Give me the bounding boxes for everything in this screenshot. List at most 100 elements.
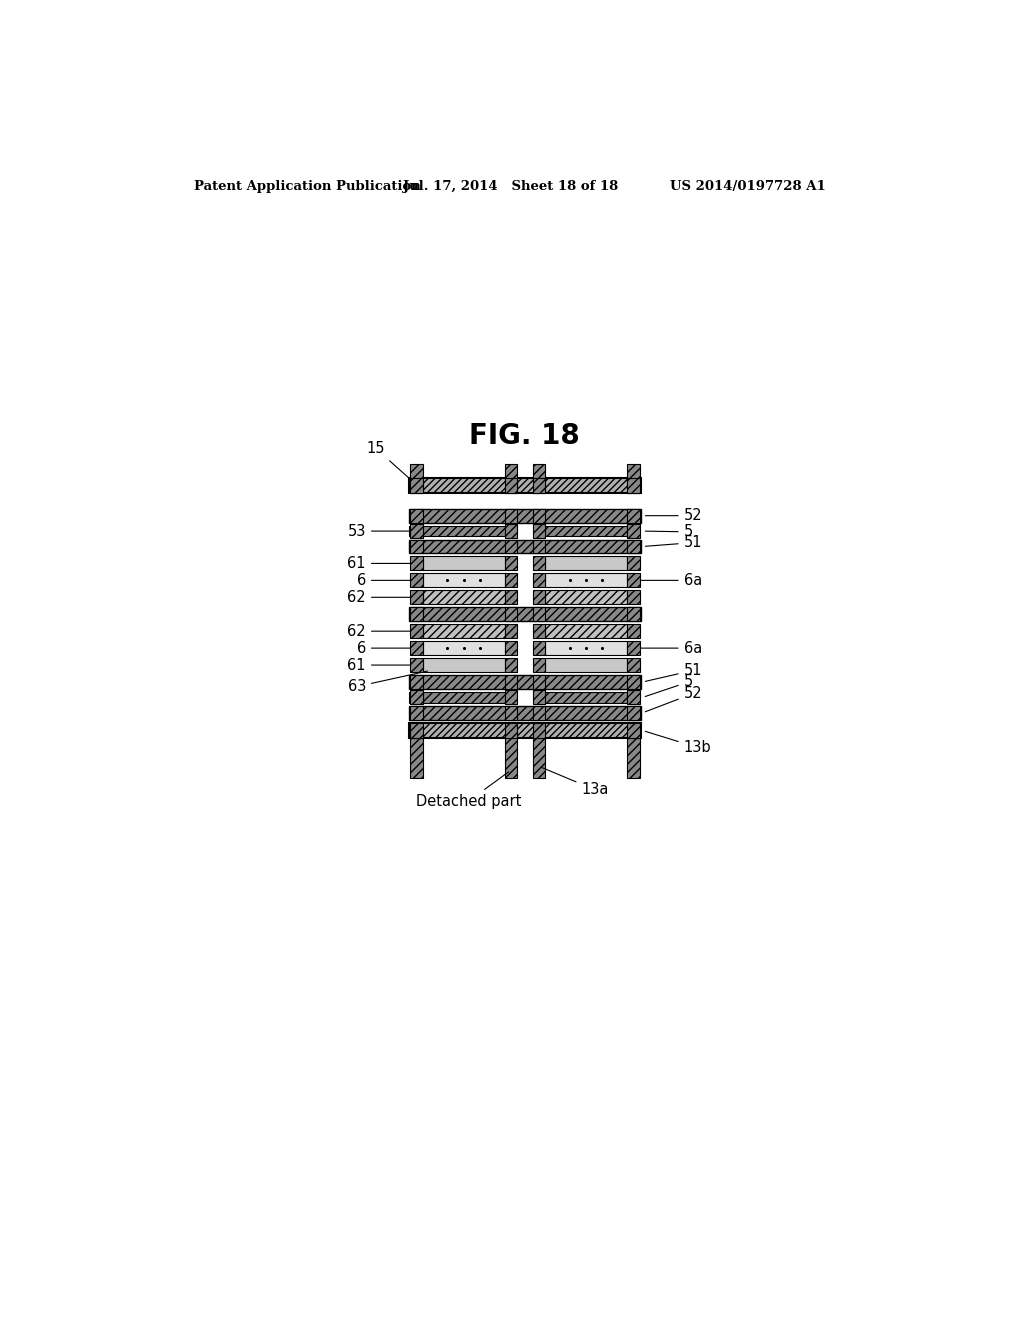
Bar <box>627 573 640 587</box>
Text: 6: 6 <box>356 640 420 656</box>
Bar <box>545 642 627 655</box>
Bar <box>627 690 640 705</box>
Bar <box>505 642 517 655</box>
Bar <box>505 590 517 605</box>
Bar <box>545 525 627 536</box>
Text: 52: 52 <box>645 686 702 711</box>
Bar <box>505 573 517 587</box>
Bar <box>410 642 423 655</box>
Bar <box>532 590 545 605</box>
Bar <box>627 590 640 605</box>
Bar <box>505 706 517 719</box>
Text: 51: 51 <box>645 535 702 550</box>
Bar <box>410 508 423 523</box>
Bar <box>423 590 505 605</box>
Bar <box>545 692 627 702</box>
Bar <box>409 706 641 719</box>
Bar <box>627 738 640 779</box>
Bar <box>410 624 423 638</box>
Bar <box>627 723 640 738</box>
Bar <box>532 573 545 587</box>
Bar <box>532 624 545 638</box>
Bar <box>532 659 545 672</box>
Bar <box>505 465 517 494</box>
Bar <box>505 524 517 539</box>
Bar <box>627 540 640 553</box>
Bar <box>627 706 640 719</box>
Text: 5: 5 <box>645 524 693 540</box>
Bar <box>545 557 627 570</box>
Bar <box>423 525 505 536</box>
Text: 62: 62 <box>347 590 420 605</box>
Bar <box>505 659 517 672</box>
Text: 13a: 13a <box>542 767 608 797</box>
Bar <box>423 692 505 702</box>
Bar <box>532 508 545 523</box>
Bar <box>410 690 423 705</box>
Bar <box>505 723 517 738</box>
Bar <box>627 642 640 655</box>
Bar <box>410 675 423 689</box>
Bar <box>409 675 641 689</box>
Bar <box>505 508 517 523</box>
Bar <box>532 524 545 539</box>
Bar <box>409 508 641 523</box>
Bar <box>532 706 545 719</box>
Bar <box>409 525 410 536</box>
Bar <box>423 642 505 655</box>
Bar <box>532 557 545 570</box>
Bar <box>409 607 641 622</box>
Bar <box>410 557 423 570</box>
Bar <box>627 675 640 689</box>
Bar <box>410 706 423 719</box>
Bar <box>423 624 505 638</box>
Bar <box>409 540 641 553</box>
Bar <box>532 690 545 705</box>
Bar <box>532 723 545 738</box>
Bar <box>505 478 517 494</box>
Bar <box>423 573 505 587</box>
Bar <box>627 659 640 672</box>
Bar <box>410 478 423 494</box>
Text: 61: 61 <box>347 556 420 572</box>
Bar <box>410 723 423 738</box>
Text: 5: 5 <box>645 675 693 697</box>
Text: 6a: 6a <box>630 573 701 587</box>
Bar <box>410 573 423 587</box>
Text: 62: 62 <box>347 623 420 639</box>
Bar <box>409 478 641 494</box>
Text: 6: 6 <box>356 573 420 587</box>
Bar <box>410 607 423 622</box>
Bar <box>532 478 545 494</box>
Bar <box>627 508 640 523</box>
Bar <box>532 607 545 622</box>
Text: 13b: 13b <box>645 731 712 755</box>
Bar <box>505 607 517 622</box>
Bar <box>505 540 517 553</box>
Bar <box>410 465 423 494</box>
Bar <box>545 624 627 638</box>
Bar <box>410 738 423 779</box>
Text: 61: 61 <box>347 657 420 673</box>
Text: 53: 53 <box>347 524 424 539</box>
Bar <box>532 465 545 494</box>
Text: 51: 51 <box>645 663 702 681</box>
Bar <box>545 573 627 587</box>
Bar <box>409 723 641 738</box>
Text: Patent Application Publication: Patent Application Publication <box>194 180 421 193</box>
Text: 52: 52 <box>645 508 702 523</box>
Text: 63: 63 <box>347 671 428 694</box>
Bar <box>409 692 410 702</box>
Bar <box>505 738 517 779</box>
Bar <box>545 590 627 605</box>
Text: 15: 15 <box>367 441 412 480</box>
Text: Detached part: Detached part <box>416 772 521 809</box>
Bar <box>545 659 627 672</box>
Bar <box>627 624 640 638</box>
Bar <box>627 478 640 494</box>
Bar <box>532 675 545 689</box>
Text: 6a: 6a <box>630 640 701 656</box>
Bar <box>627 557 640 570</box>
Bar <box>532 738 545 779</box>
Bar <box>410 659 423 672</box>
